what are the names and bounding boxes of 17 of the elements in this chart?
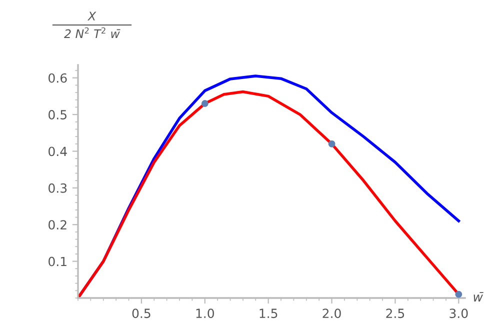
y-tick-label: 0.2: [48, 220, 66, 230]
x-tick-label: 1.0: [196, 308, 214, 318]
y-tick-label: 0.4: [48, 146, 67, 156]
y-tick-label: 0.6: [48, 73, 67, 83]
x-tick-label: 2.0: [322, 308, 341, 318]
x-tick-label: 0.5: [132, 308, 150, 318]
y-axis-title: X 2 N$^{2}$ T$^{2}$ w̄: [64, 12, 120, 38]
x-tick-label: 3.0: [450, 308, 468, 318]
y-tick-label: 0.5: [48, 110, 66, 120]
point: [455, 290, 462, 298]
y-tick-label: 0.3: [48, 183, 67, 193]
point: [328, 140, 336, 148]
point: [201, 100, 208, 107]
x-axis-title: w̄: [474, 292, 484, 302]
x-tick-label: 1.5: [260, 308, 278, 318]
y-tick-label: 0.1: [48, 256, 66, 266]
x-tick-label: 2.5: [386, 308, 404, 318]
